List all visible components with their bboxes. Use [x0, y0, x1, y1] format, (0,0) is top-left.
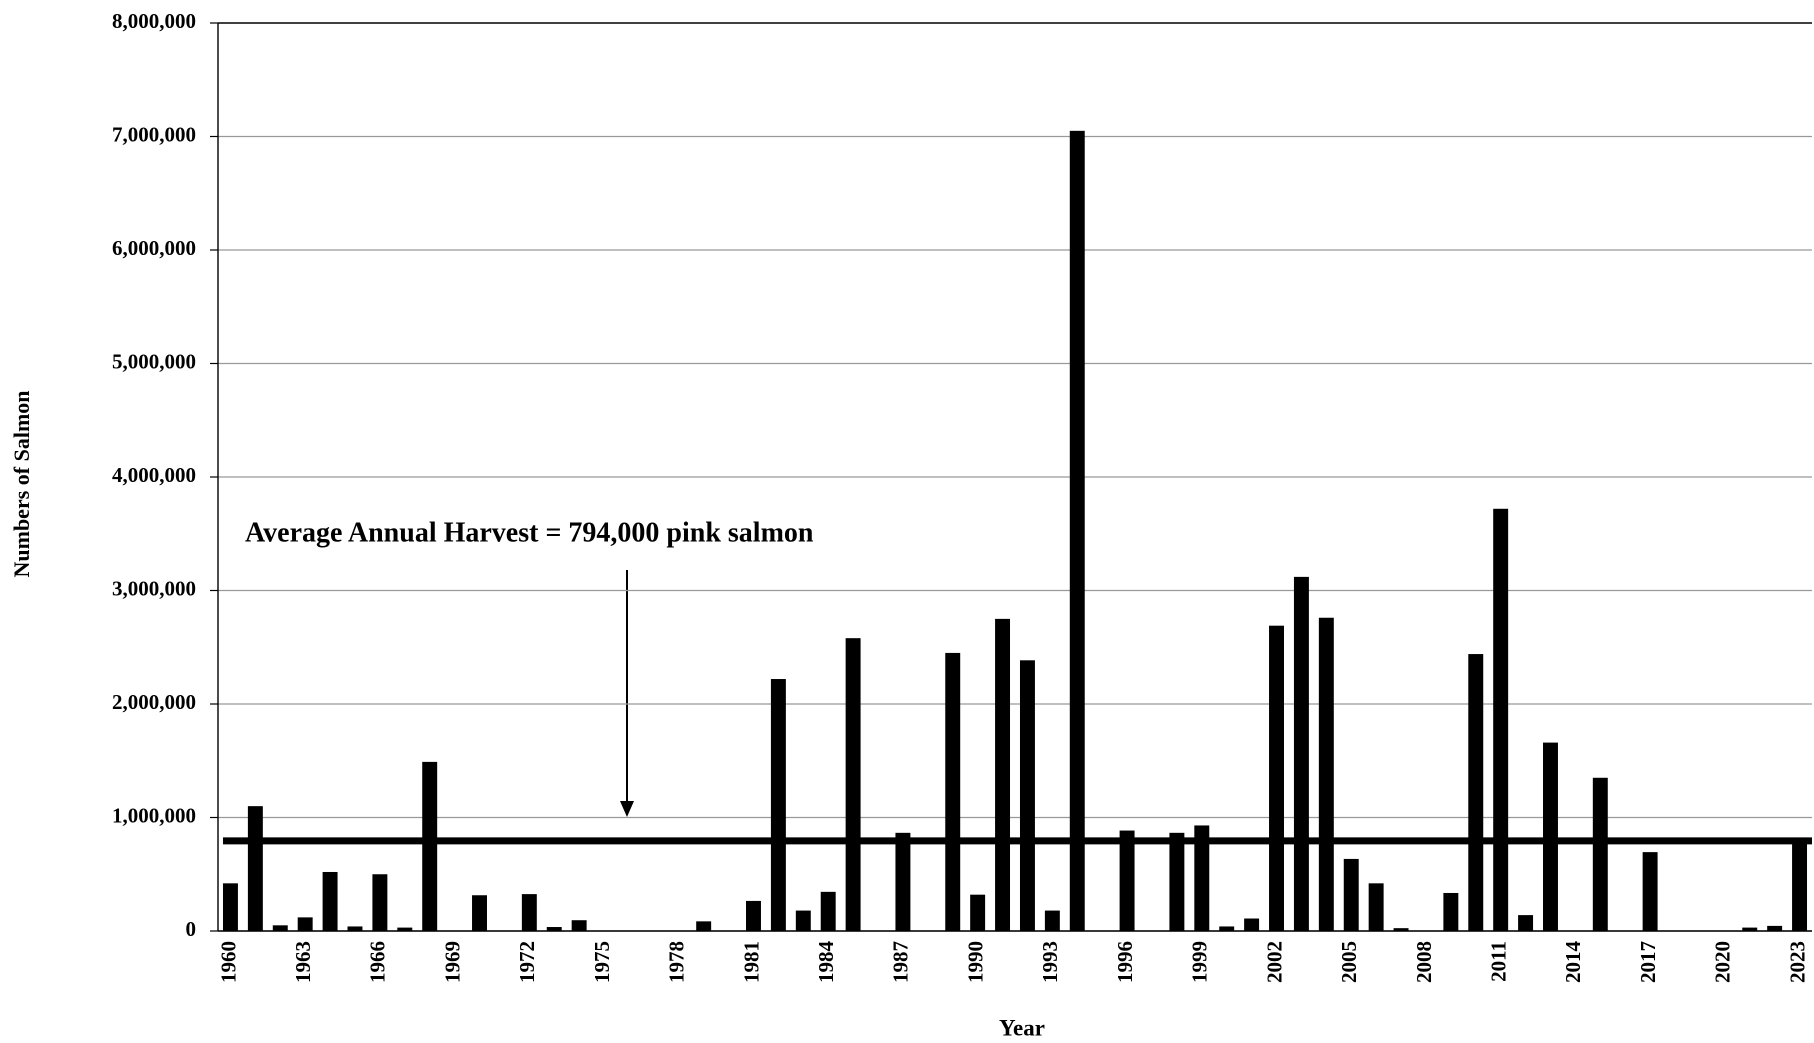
y-tick-label: 8,000,000	[112, 9, 196, 33]
x-tick-label: 1975	[590, 941, 614, 983]
bar	[546, 927, 562, 931]
bar	[770, 679, 786, 931]
bar	[347, 926, 363, 931]
bar	[820, 891, 836, 931]
x-tick-label: 1969	[440, 941, 464, 983]
bar	[1343, 858, 1359, 931]
x-tick-label: 2011	[1486, 941, 1510, 982]
bar	[247, 806, 263, 931]
y-tick-label: 0	[186, 917, 197, 941]
x-axis-title: Year	[999, 1015, 1045, 1040]
bar	[1792, 841, 1808, 931]
bar	[521, 894, 537, 931]
arrow-head	[620, 801, 634, 817]
bar	[372, 874, 388, 931]
bar	[1044, 910, 1060, 931]
y-tick-label: 6,000,000	[112, 236, 196, 260]
bar	[696, 921, 712, 931]
x-tick-label: 1999	[1188, 941, 1212, 983]
bar	[845, 638, 861, 931]
bar	[895, 832, 911, 931]
bar	[1443, 892, 1459, 931]
bar	[1742, 927, 1758, 931]
x-tick-label: 2017	[1636, 941, 1660, 983]
bar	[1767, 925, 1783, 931]
x-tick-label: 2020	[1711, 941, 1735, 983]
bar	[472, 895, 487, 931]
x-tick-label: 2014	[1561, 941, 1585, 984]
bar	[1194, 825, 1210, 931]
bar	[1219, 926, 1235, 931]
x-tick-label: 1960	[216, 941, 240, 983]
annotation: Average Annual Harvest = 794,000 pink sa…	[245, 517, 814, 548]
bar	[1642, 852, 1658, 931]
x-tick-label: 1981	[739, 941, 763, 983]
bar	[272, 925, 288, 931]
bar	[397, 927, 413, 931]
bar	[1318, 617, 1334, 931]
x-tick-label: 1993	[1038, 941, 1062, 983]
y-tick-label: 5,000,000	[112, 349, 196, 373]
x-tick-label: 2023	[1785, 941, 1809, 983]
x-tick-label: 2002	[1262, 941, 1286, 983]
bar	[322, 871, 338, 931]
y-tick-label: 7,000,000	[112, 122, 196, 146]
x-tick-label: 1996	[1113, 941, 1137, 983]
x-tick-label: 1984	[814, 941, 838, 984]
bar	[1468, 654, 1484, 931]
bar	[1169, 832, 1185, 931]
bar	[1069, 130, 1085, 931]
bar	[222, 883, 238, 931]
x-tick-label: 1972	[515, 941, 539, 983]
x-tick-label: 1978	[665, 941, 689, 983]
bar	[1019, 660, 1035, 931]
bar	[1293, 576, 1309, 931]
bar	[945, 652, 961, 931]
bar	[1543, 742, 1558, 931]
bar	[1592, 777, 1608, 931]
bar	[746, 900, 761, 931]
y-tick-label: 2,000,000	[112, 690, 196, 714]
bar	[571, 920, 587, 931]
x-tick-label: 2005	[1337, 941, 1361, 983]
y-tick-label: 3,000,000	[112, 576, 196, 600]
y-tick-label: 1,000,000	[112, 803, 196, 827]
bar	[422, 761, 438, 931]
bar	[1518, 915, 1534, 931]
x-tick-label: 1966	[366, 941, 390, 983]
x-tick-label: 1990	[963, 941, 987, 983]
bar	[795, 910, 811, 931]
bar	[297, 917, 313, 931]
x-tick-label: 1987	[889, 941, 913, 983]
bar	[1119, 830, 1135, 931]
x-tick-label: 1963	[291, 941, 315, 983]
x-tick-label: 2008	[1412, 941, 1436, 983]
bar	[1393, 928, 1409, 931]
y-tick-label: 4,000,000	[112, 463, 196, 487]
bar	[995, 618, 1011, 931]
bar	[970, 894, 986, 931]
bar	[1244, 918, 1260, 931]
bar	[1368, 883, 1384, 931]
bar	[1269, 625, 1284, 931]
bar	[1493, 508, 1509, 931]
y-axis-title: Numbers of Salmon	[9, 390, 34, 577]
